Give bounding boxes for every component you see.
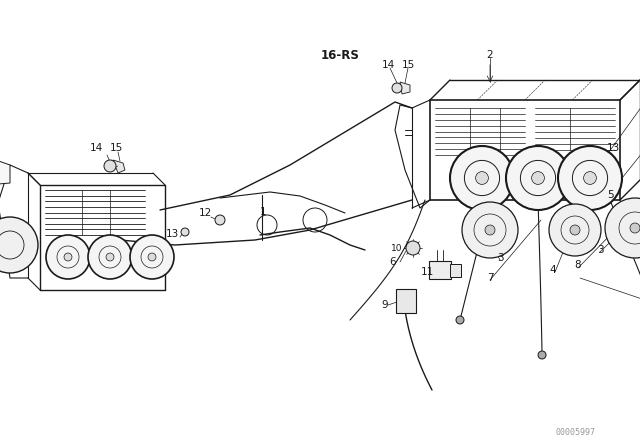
Circle shape (462, 202, 518, 258)
Circle shape (630, 223, 640, 233)
Circle shape (148, 253, 156, 261)
Circle shape (88, 235, 132, 279)
Text: 8: 8 (575, 260, 581, 270)
Text: 3: 3 (497, 253, 503, 263)
Circle shape (558, 146, 622, 210)
Circle shape (406, 241, 420, 255)
FancyBboxPatch shape (396, 289, 416, 313)
Circle shape (0, 217, 38, 273)
FancyBboxPatch shape (449, 263, 461, 276)
Text: 7: 7 (486, 273, 493, 283)
Circle shape (46, 235, 90, 279)
Text: 15: 15 (401, 60, 415, 70)
Text: 00005997: 00005997 (555, 427, 595, 436)
Circle shape (538, 351, 546, 359)
Text: 3: 3 (596, 245, 604, 255)
Circle shape (476, 172, 488, 185)
Circle shape (532, 172, 545, 185)
Circle shape (215, 215, 225, 225)
Polygon shape (400, 82, 410, 94)
Circle shape (549, 204, 601, 256)
Circle shape (570, 225, 580, 235)
Text: 15: 15 (109, 143, 123, 153)
Text: 2: 2 (486, 50, 493, 60)
Polygon shape (0, 145, 10, 188)
Circle shape (392, 83, 402, 93)
Text: 13: 13 (165, 229, 179, 239)
Circle shape (181, 228, 189, 236)
Text: 13: 13 (606, 143, 620, 153)
Text: 16-RS: 16-RS (321, 48, 360, 61)
Text: 1: 1 (260, 207, 266, 217)
Text: 5: 5 (607, 190, 613, 200)
Polygon shape (113, 160, 125, 173)
Circle shape (106, 253, 114, 261)
Circle shape (605, 198, 640, 258)
Text: 14: 14 (381, 60, 395, 70)
Circle shape (450, 146, 514, 210)
Circle shape (104, 160, 116, 172)
FancyBboxPatch shape (429, 261, 451, 279)
Circle shape (64, 253, 72, 261)
Circle shape (506, 146, 570, 210)
Text: 14: 14 (90, 143, 102, 153)
Text: 11: 11 (420, 267, 434, 277)
Text: 6: 6 (390, 257, 396, 267)
Circle shape (130, 235, 174, 279)
Circle shape (456, 316, 464, 324)
Text: 4: 4 (550, 265, 556, 275)
Text: 9: 9 (381, 300, 388, 310)
Circle shape (584, 172, 596, 185)
Text: 10: 10 (391, 244, 403, 253)
Text: 12: 12 (198, 208, 212, 218)
Circle shape (485, 225, 495, 235)
